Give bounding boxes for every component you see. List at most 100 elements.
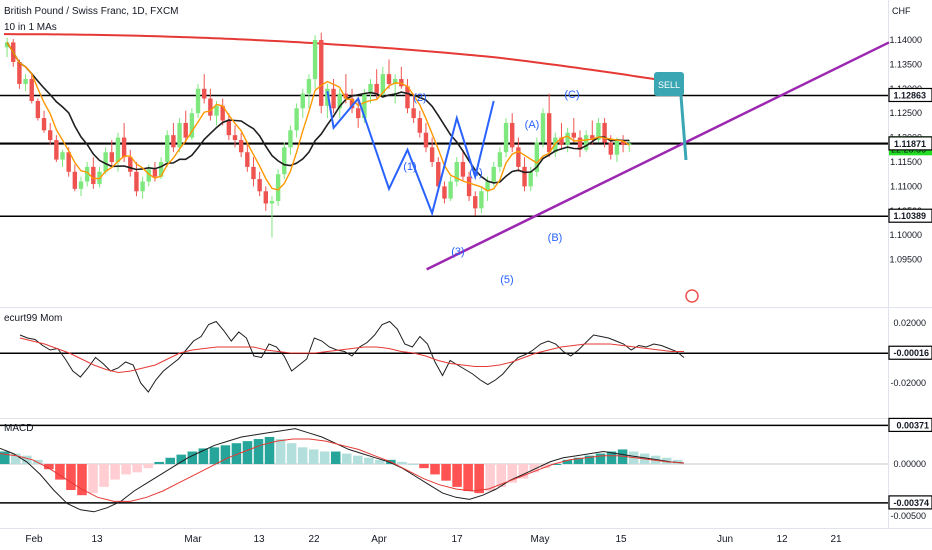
macd-histogram-bar [132, 464, 142, 473]
candle-body [522, 166, 527, 187]
candle-body [245, 152, 250, 167]
macd-histogram-bar [165, 457, 176, 464]
wave-label: (B) [548, 232, 563, 244]
price-tick-label: 1.11500 [890, 157, 922, 167]
macd-histogram-bar [231, 443, 242, 464]
candle-body [35, 101, 41, 119]
candle-body [214, 105, 219, 116]
candle-body [60, 152, 65, 160]
candle-body [66, 152, 71, 172]
macd-histogram-bar [22, 455, 32, 464]
alert-icon [685, 289, 699, 303]
macd-histogram-bar [110, 464, 120, 480]
candle-body [325, 88, 330, 106]
time-tick-label: 17 [451, 534, 463, 545]
macd-histogram-bar [430, 464, 440, 475]
candle-body [583, 135, 589, 150]
macd-signal-line [0, 438, 685, 502]
candle-body [189, 113, 195, 138]
macd-histogram-bar [474, 464, 484, 494]
candle-body [497, 152, 503, 167]
price-tick-label: 1.11000 [890, 181, 922, 191]
candle-body [614, 140, 620, 155]
candle-body [319, 40, 324, 106]
candle-body [232, 135, 238, 141]
macd-histogram-bar [595, 453, 606, 464]
wave-label: (4) [469, 167, 482, 179]
macd-histogram-bar [11, 453, 21, 464]
candle-body [534, 142, 540, 172]
candle-body [356, 108, 361, 119]
price-tag-label: 1.10389 [893, 211, 926, 221]
price-tag-label: 1.12863 [893, 90, 926, 100]
candle-body [466, 176, 472, 197]
candle-body [121, 137, 127, 158]
candle-body [109, 152, 114, 162]
candle-body [491, 166, 496, 182]
ascending-trendline [426, 41, 890, 271]
candle-body [165, 135, 170, 162]
macd-histogram-bar [66, 464, 76, 490]
macd-histogram-bar [540, 464, 551, 469]
candle-body [288, 130, 293, 148]
time-tick-label: Feb [25, 534, 43, 545]
candle-body [423, 132, 429, 148]
candle-body [294, 108, 299, 131]
macd-histogram-bar [121, 464, 131, 475]
macd-histogram-bar [0, 451, 10, 464]
time-tick-label: 15 [615, 534, 627, 545]
sell-marker-pointer [679, 95, 688, 161]
macd-histogram-bar [419, 464, 429, 469]
candle-body [134, 171, 139, 192]
candle-body [386, 74, 392, 84]
candle-body [442, 186, 447, 199]
macd-histogram-bar [375, 459, 385, 464]
momentum-panel-title[interactable]: ecurt99 Mom [4, 313, 63, 324]
ma200-line [4, 33, 682, 85]
candle-body [158, 162, 164, 177]
candle-body [510, 122, 515, 148]
indicator-label[interactable]: 10 in 1 MAs [4, 22, 57, 33]
macd-histogram-bar [529, 464, 540, 473]
candle-body [84, 166, 90, 182]
macd-histogram-bar [187, 451, 198, 464]
candle-body [195, 88, 201, 114]
candle-body [503, 122, 509, 153]
macd-histogram-bar [286, 443, 297, 464]
candle-body [171, 135, 176, 148]
time-tick-label: May [531, 534, 550, 545]
momentum-tag-label: -0.00016 [893, 348, 929, 358]
candle-body [29, 79, 34, 101]
macd-histogram-bar [143, 464, 153, 469]
price-tick-label: 1.12500 [889, 108, 922, 118]
wave-label: (5) [500, 274, 513, 286]
price-tick-label: 1.14000 [889, 35, 922, 45]
candle-body [312, 40, 318, 80]
wave-label: (1) [403, 161, 416, 173]
price-tick-label: 1.10000 [889, 230, 922, 240]
candle-body [17, 61, 22, 84]
candle-body [590, 135, 595, 141]
candle-body [238, 140, 244, 153]
elliott-wave-path [326, 91, 495, 217]
candle-body [41, 118, 47, 131]
macd-histogram-bar [297, 447, 308, 464]
candle-body [454, 162, 459, 182]
candle-body [559, 137, 564, 145]
chart-title: British Pound / Swiss Franc, 1D, FXCM [4, 6, 179, 17]
time-tick-label: 12 [776, 534, 788, 545]
macd-panel-title[interactable]: MACD [4, 423, 34, 434]
macd-histogram-bar [342, 453, 352, 464]
macd-histogram-bar [606, 451, 617, 464]
ma-slow-line [6, 41, 630, 184]
candle-body [540, 113, 546, 143]
macd-histogram-bar [441, 464, 451, 481]
momentum-tick-label: 0.02000 [893, 318, 926, 328]
candle-body [571, 132, 576, 138]
candle-body [528, 171, 533, 187]
candle-body [263, 191, 268, 204]
sell-marker [654, 72, 684, 96]
candle-body [282, 147, 287, 175]
candle-body [23, 79, 28, 84]
